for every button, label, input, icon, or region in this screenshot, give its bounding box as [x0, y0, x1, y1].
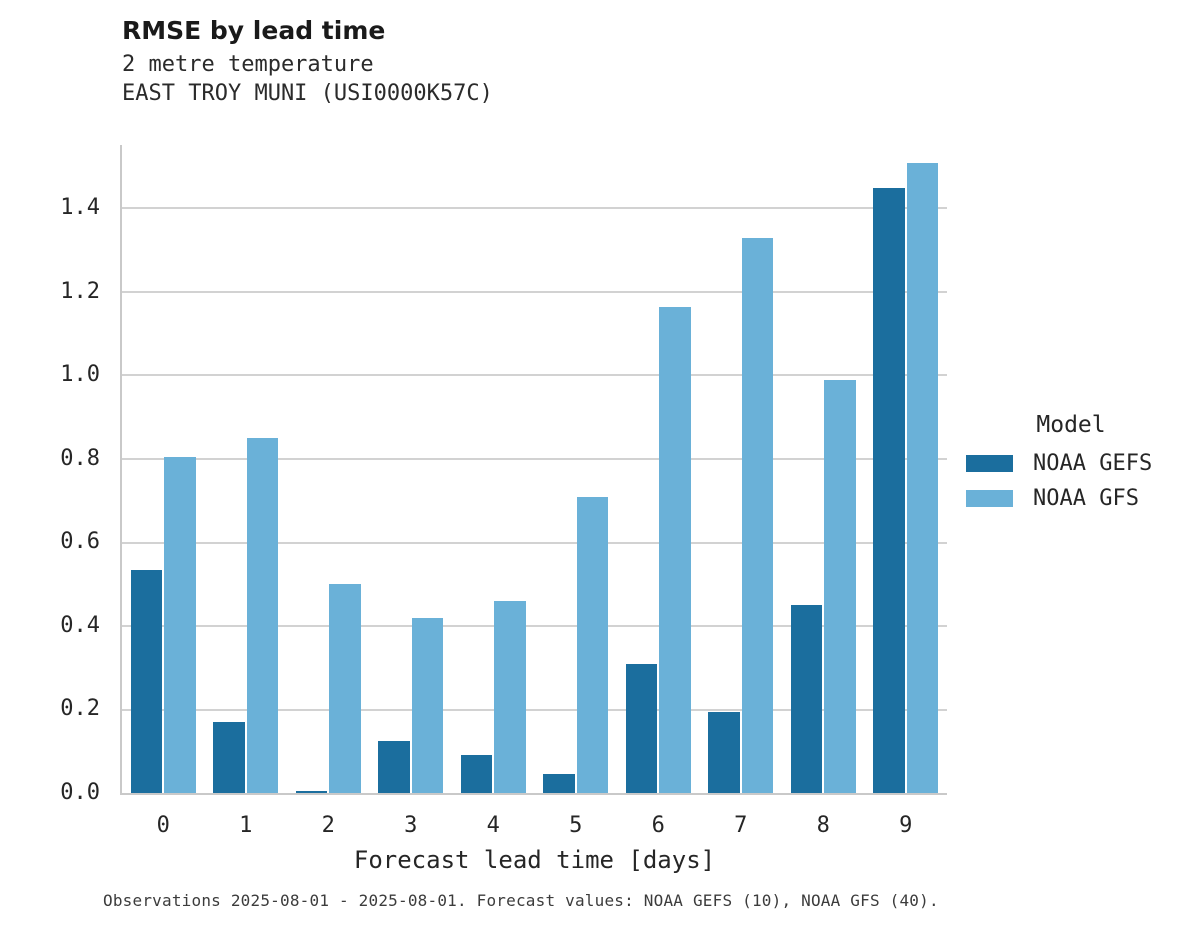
legend-swatch-noaa-gefs [966, 454, 1013, 472]
gridline-y-0.6 [122, 541, 947, 544]
y-tick-0.4: 0.4 [60, 612, 100, 638]
legend-swatch-noaa-gfs [966, 489, 1013, 507]
y-axis-spine [120, 145, 122, 795]
legend-label-noaa-gefs: NOAA GEFS [1033, 450, 1153, 476]
gridline-y-0.2 [122, 708, 947, 711]
legend: Model NOAA GEFS NOAA GFS [966, 412, 1176, 520]
legend-item-noaa-gefs: NOAA GEFS [966, 450, 1176, 476]
bar-day5-noaa-gfs [576, 496, 609, 793]
bar-day8-noaa-gefs [790, 605, 823, 793]
gridline-y-0.4 [122, 625, 947, 627]
bar-day4-noaa-gefs [460, 755, 493, 793]
x-tick-1: 1 [239, 813, 253, 838]
legend-label-noaa-gfs: NOAA GFS [1033, 485, 1139, 511]
gridline-y-1.0 [122, 374, 947, 377]
y-tick-0.6: 0.6 [60, 529, 100, 555]
bar-day3-noaa-gfs [411, 617, 444, 793]
bar-day0-noaa-gefs [130, 569, 163, 793]
bar-day1-noaa-gfs [246, 438, 279, 793]
gridline-y-1.4 [122, 207, 947, 210]
bar-day2-noaa-gefs [295, 790, 328, 793]
plot-area [120, 145, 947, 795]
y-tick-1.4: 1.4 [60, 195, 100, 221]
bar-day6-noaa-gefs [625, 663, 658, 793]
x-tick-0: 0 [156, 813, 170, 838]
y-tick-0.8: 0.8 [60, 445, 100, 471]
y-tick-0.0: 0.0 [60, 780, 100, 805]
x-tick-4: 4 [486, 813, 500, 838]
chart-subtitle-station: EAST TROY MUNI (USI0000K57C) [122, 81, 493, 106]
legend-item-noaa-gfs: NOAA GFS [966, 485, 1176, 511]
y-tick-1.2: 1.2 [60, 278, 100, 304]
bar-day7-noaa-gefs [708, 711, 740, 793]
bar-day9-noaa-gefs [873, 187, 905, 793]
legend-rows: NOAA GEFS NOAA GFS [966, 450, 1176, 511]
x-tick-2: 2 [321, 813, 335, 838]
bar-day3-noaa-gefs [378, 740, 410, 793]
legend-title: Model [1036, 412, 1106, 438]
y-tick-1.0: 1.0 [60, 362, 100, 388]
footnote-caption: Observations 2025-08-01 - 2025-08-01. Fo… [103, 891, 939, 910]
gridline-y-0.8 [122, 457, 947, 460]
bar-day4-noaa-gfs [494, 600, 526, 793]
bar-day0-noaa-gfs [164, 456, 196, 793]
x-tick-8: 8 [816, 813, 830, 838]
gridline-y-1.2 [122, 290, 947, 293]
bar-day9-noaa-gfs [906, 162, 939, 793]
bar-day6-noaa-gfs [659, 306, 691, 793]
bar-day1-noaa-gefs [213, 722, 245, 793]
x-tick-3: 3 [404, 813, 418, 838]
chart-subtitle-variable: 2 metre temperature [122, 52, 374, 77]
x-tick-9: 9 [899, 813, 913, 838]
y-tick-0.2: 0.2 [60, 696, 100, 722]
x-tick-7: 7 [734, 813, 748, 838]
x-axis-spine [120, 793, 947, 795]
bar-day8-noaa-gfs [824, 379, 856, 793]
x-tick-5: 5 [569, 813, 583, 838]
x-axis-label: Forecast lead time [days] [353, 846, 716, 874]
bar-day7-noaa-gfs [741, 237, 774, 793]
x-tick-6: 6 [651, 813, 665, 838]
bar-day2-noaa-gfs [329, 584, 361, 793]
chart-title: RMSE by lead time [122, 16, 386, 45]
bar-day5-noaa-gefs [543, 774, 575, 793]
